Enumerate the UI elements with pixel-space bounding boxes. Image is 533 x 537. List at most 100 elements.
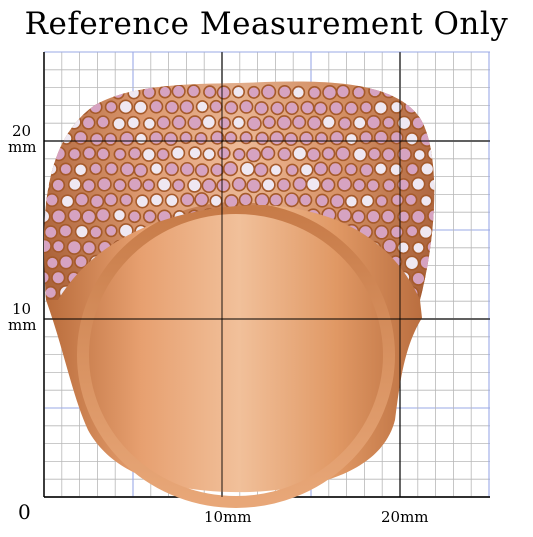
gemstone [253, 162, 269, 178]
gemstone [95, 207, 111, 223]
gemstone [420, 100, 434, 114]
gemstone [298, 193, 313, 207]
gemstone [195, 100, 209, 114]
gemstone [164, 161, 179, 177]
grid-overlay-lines [44, 52, 490, 497]
gemstone [320, 177, 336, 193]
gemstone [210, 163, 225, 177]
gemstone [254, 192, 270, 208]
gemstone [335, 84, 351, 99]
gemstone [149, 193, 164, 207]
gemstone [335, 146, 351, 162]
gemstone [382, 178, 396, 193]
gemstone [231, 115, 246, 130]
gemstone [60, 194, 75, 209]
gemstone [410, 209, 426, 225]
gemstone [277, 84, 292, 99]
gemstone [352, 178, 366, 192]
gemstone [119, 161, 135, 177]
gemstone [329, 130, 345, 146]
gemstone [133, 100, 148, 115]
gemstone [50, 115, 66, 131]
gemstone [216, 85, 231, 100]
gemstone [89, 194, 105, 209]
gemstone [128, 146, 142, 161]
gemstone [112, 116, 127, 131]
gemstone [389, 162, 403, 177]
gemstone [43, 270, 51, 285]
gemstone [82, 146, 97, 160]
gemstone [426, 146, 435, 161]
gemstone [194, 163, 210, 178]
gemstone [172, 178, 186, 192]
gemstone [217, 116, 232, 130]
gemstone [418, 224, 434, 240]
gemstone [66, 114, 82, 130]
gemstone [171, 115, 187, 130]
gemstone [246, 178, 262, 194]
gemstone [396, 240, 410, 255]
gemstone [66, 84, 81, 99]
gemstone [232, 147, 246, 161]
gemstone [126, 115, 141, 130]
gemstone [179, 131, 193, 145]
gemstone [344, 132, 358, 146]
gemstone [217, 146, 231, 160]
gemstone [156, 115, 171, 130]
gemstone [45, 256, 59, 270]
gemstone [269, 130, 285, 146]
gemstone [366, 209, 381, 224]
gemstone [426, 239, 435, 255]
gemstone [411, 271, 426, 286]
gemstone [351, 209, 366, 224]
gemstone [74, 254, 89, 269]
gemstone [127, 86, 141, 100]
gemstone [104, 100, 118, 114]
gemstone [43, 285, 58, 300]
gemstone [306, 147, 321, 162]
gemstone [419, 254, 435, 271]
gemstone [254, 101, 269, 116]
gemstone [179, 161, 195, 177]
gemstone [224, 194, 239, 209]
gemstone [89, 162, 103, 176]
gemstone [201, 114, 217, 130]
gemstone [337, 207, 352, 223]
gemstone [299, 131, 314, 146]
gemstone [104, 161, 119, 176]
gemstone [246, 116, 262, 132]
gemstone [411, 176, 426, 192]
gemstone [359, 130, 373, 145]
gemstone [411, 116, 426, 130]
gemstone [246, 147, 262, 163]
gemstone [60, 132, 73, 145]
gemstone [270, 101, 285, 116]
gemstone [119, 193, 133, 207]
gemstone [209, 99, 223, 114]
gemstone [373, 161, 388, 176]
gemstone [381, 84, 396, 99]
gemstone [389, 130, 404, 145]
gemstone [262, 115, 276, 129]
gemstone [171, 84, 186, 99]
gemstone [127, 177, 143, 192]
gemstone [74, 224, 90, 239]
gemstone [380, 209, 396, 224]
gemstone [420, 161, 435, 177]
gemstone [404, 193, 418, 207]
gemstone [142, 85, 157, 100]
gemstone [81, 115, 96, 130]
gemstone [321, 115, 336, 130]
gemstone [142, 178, 156, 192]
gemstone [149, 161, 164, 176]
gemstone [44, 131, 59, 146]
gemstone [366, 178, 380, 193]
gemstone [374, 224, 389, 240]
gemstone [405, 224, 419, 238]
gemstone [81, 240, 97, 256]
gemstone [201, 178, 217, 194]
gemstone [43, 225, 58, 240]
gemstone [96, 147, 111, 161]
gemstone [103, 132, 118, 146]
gemstone [307, 115, 322, 131]
